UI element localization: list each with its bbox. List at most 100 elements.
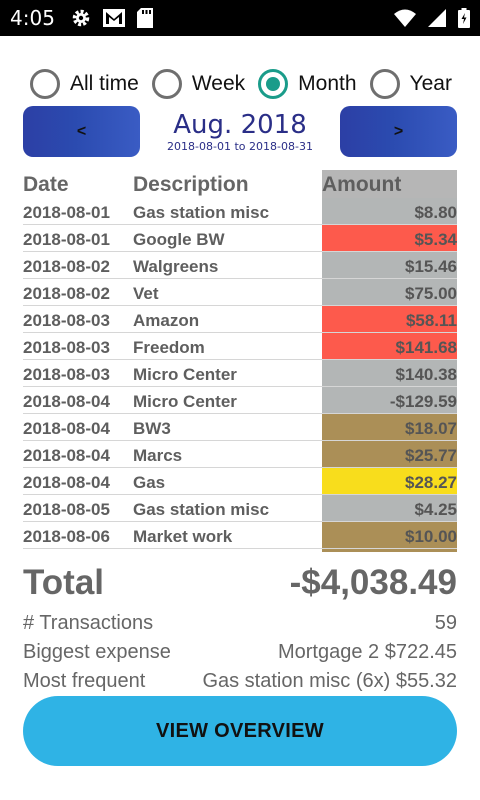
row-description: Market work xyxy=(133,527,233,546)
row-date: 2018-08-02 xyxy=(23,284,110,303)
period-title: Aug. 2018 xyxy=(173,110,307,140)
row-description: Vet xyxy=(133,284,159,303)
table-row[interactable]: 2018-08-03 Freedom $141.68 xyxy=(23,333,457,360)
transactions-list[interactable]: 2018-08-01 Gas station misc $8.80 2018-08-0… xyxy=(23,198,457,552)
radio-button-icon xyxy=(369,69,400,99)
table-row[interactable]: 2018-08-01 Gas station misc $8.80 xyxy=(23,198,457,225)
stat-value: 59 xyxy=(434,612,457,634)
row-amount: $8.80 xyxy=(322,198,457,224)
signal-icon xyxy=(428,9,446,27)
table-row[interactable]: 2018-08-03 Amazon $58.11 xyxy=(23,306,457,333)
row-amount: $75.00 xyxy=(322,279,457,305)
table-row[interactable]: 2018-08-07Michelle T$4.50 xyxy=(23,549,457,552)
row-date: 2018-08-03 xyxy=(23,311,110,330)
row-date: 2018-08-06 xyxy=(23,527,110,546)
summary-stats: # Transactions 59 Biggest expense Mortga… xyxy=(23,610,457,697)
radio-button-selected-icon xyxy=(258,69,289,99)
table-row[interactable]: 2018-08-02 Walgreens $15.46 xyxy=(23,252,457,279)
stat-most-frequent: Most frequent Gas station misc (6x) $55.… xyxy=(23,668,457,697)
row-description: Marcs xyxy=(133,446,183,465)
row-amount: $58.11 xyxy=(322,306,457,332)
row-date: 2018-08-01 xyxy=(23,230,110,249)
row-date: 2018-08-04 xyxy=(23,446,110,465)
row-amount: $28.27 xyxy=(322,468,457,494)
table-row[interactable]: 2018-08-02 Vet $75.00 xyxy=(23,279,457,306)
row-date: 2018-08-02 xyxy=(23,257,110,276)
row-description: Micro Center xyxy=(133,392,237,411)
table-row[interactable]: 2018-08-04 Marcs $25.77 xyxy=(23,441,457,468)
row-description: Amazon xyxy=(133,311,200,330)
stat-biggest-expense: Biggest expense Mortgage 2 $722.45 xyxy=(23,639,457,668)
stat-label: Biggest expense xyxy=(23,641,171,663)
row-description: Walgreens xyxy=(133,257,219,276)
row-date: 2018-08-03 xyxy=(23,365,110,384)
table-row[interactable]: 2018-08-01 Google BW $5.34 xyxy=(23,225,457,252)
row-date: 2018-08-04 xyxy=(23,419,110,438)
settings-icon xyxy=(71,8,91,28)
stat-transactions: # Transactions 59 xyxy=(23,610,457,639)
row-amount: $4.50 xyxy=(322,549,457,552)
battery-icon xyxy=(458,8,470,28)
column-header-date: Date xyxy=(23,173,69,196)
row-amount: $15.46 xyxy=(322,252,457,278)
row-date: 2018-08-04 xyxy=(23,392,110,411)
stat-value: Gas station misc (6x) $55.32 xyxy=(202,670,457,692)
row-date: 2018-08-03 xyxy=(23,338,110,357)
status-bar: 4:05 xyxy=(0,0,480,36)
row-amount: $10.00 xyxy=(322,522,457,548)
wifi-icon xyxy=(394,9,416,27)
radio-label: All time xyxy=(70,72,139,95)
sd-card-icon xyxy=(136,8,153,28)
row-date: 2018-08-04 xyxy=(23,473,110,492)
previous-period-button[interactable]: < xyxy=(23,106,140,157)
radio-week[interactable]: Week xyxy=(151,69,246,99)
transactions-header: Date Description Amount xyxy=(23,170,457,198)
period-navigator: < Aug. 2018 2018-08-01 to 2018-08-31 > xyxy=(23,106,457,158)
total-value: -$4,038.49 xyxy=(289,563,457,602)
radio-label: Month xyxy=(298,72,357,95)
total-label: Total xyxy=(23,563,105,602)
radio-all-time[interactable]: All time xyxy=(30,69,139,99)
row-description: Gas station misc xyxy=(133,500,270,519)
period-display: Aug. 2018 2018-08-01 to 2018-08-31 xyxy=(140,110,340,153)
total-row: Total -$4,038.49 xyxy=(23,563,457,607)
radio-button-icon xyxy=(30,69,60,99)
stat-label: # Transactions xyxy=(23,612,154,634)
table-row[interactable]: 2018-08-04 BW3 $18.07 xyxy=(23,414,457,441)
row-amount: $5.34 xyxy=(322,225,457,251)
radio-month[interactable]: Month xyxy=(258,69,357,99)
row-description: Gas xyxy=(133,473,166,492)
row-amount: $25.77 xyxy=(322,441,457,467)
row-description: Freedom xyxy=(133,338,205,357)
radio-label: Week xyxy=(191,72,246,95)
period-filter: All time Week Month Year xyxy=(30,66,470,102)
table-row[interactable]: 2018-08-05 Gas station misc $4.25 xyxy=(23,495,457,522)
row-amount: $141.68 xyxy=(322,333,457,359)
table-row[interactable]: 2018-08-04 Gas $28.27 xyxy=(23,468,457,495)
row-amount: $4.25 xyxy=(322,495,457,521)
table-row[interactable]: 2018-08-06 Market work $10.00 xyxy=(23,522,457,549)
status-time: 4:05 xyxy=(10,6,55,30)
row-amount: $18.07 xyxy=(322,414,457,440)
stat-value: Mortgage 2 $722.45 xyxy=(277,641,457,663)
row-date: 2018-08-01 xyxy=(23,203,110,222)
radio-button-icon xyxy=(151,69,182,99)
column-header-amount: Amount xyxy=(322,170,457,198)
row-description: Google BW xyxy=(133,230,225,249)
period-range: 2018-08-01 to 2018-08-31 xyxy=(167,140,313,153)
row-description: Micro Center xyxy=(133,365,237,384)
radio-label: Year xyxy=(409,72,452,95)
stat-label: Most frequent xyxy=(23,670,146,692)
column-header-description: Description xyxy=(133,173,249,196)
view-overview-button[interactable]: VIEW OVERVIEW xyxy=(23,696,457,766)
next-period-button[interactable]: > xyxy=(340,106,457,157)
gmail-icon xyxy=(102,9,125,27)
row-description: Gas station misc xyxy=(133,203,270,222)
table-row[interactable]: 2018-08-04 Micro Center -$129.59 xyxy=(23,387,457,414)
row-date: 2018-08-05 xyxy=(23,500,110,519)
row-description: BW3 xyxy=(133,419,171,438)
row-amount: -$129.59 xyxy=(322,387,457,413)
row-amount: $140.38 xyxy=(322,360,457,386)
table-row[interactable]: 2018-08-03 Micro Center $140.38 xyxy=(23,360,457,387)
radio-year[interactable]: Year xyxy=(369,69,452,99)
